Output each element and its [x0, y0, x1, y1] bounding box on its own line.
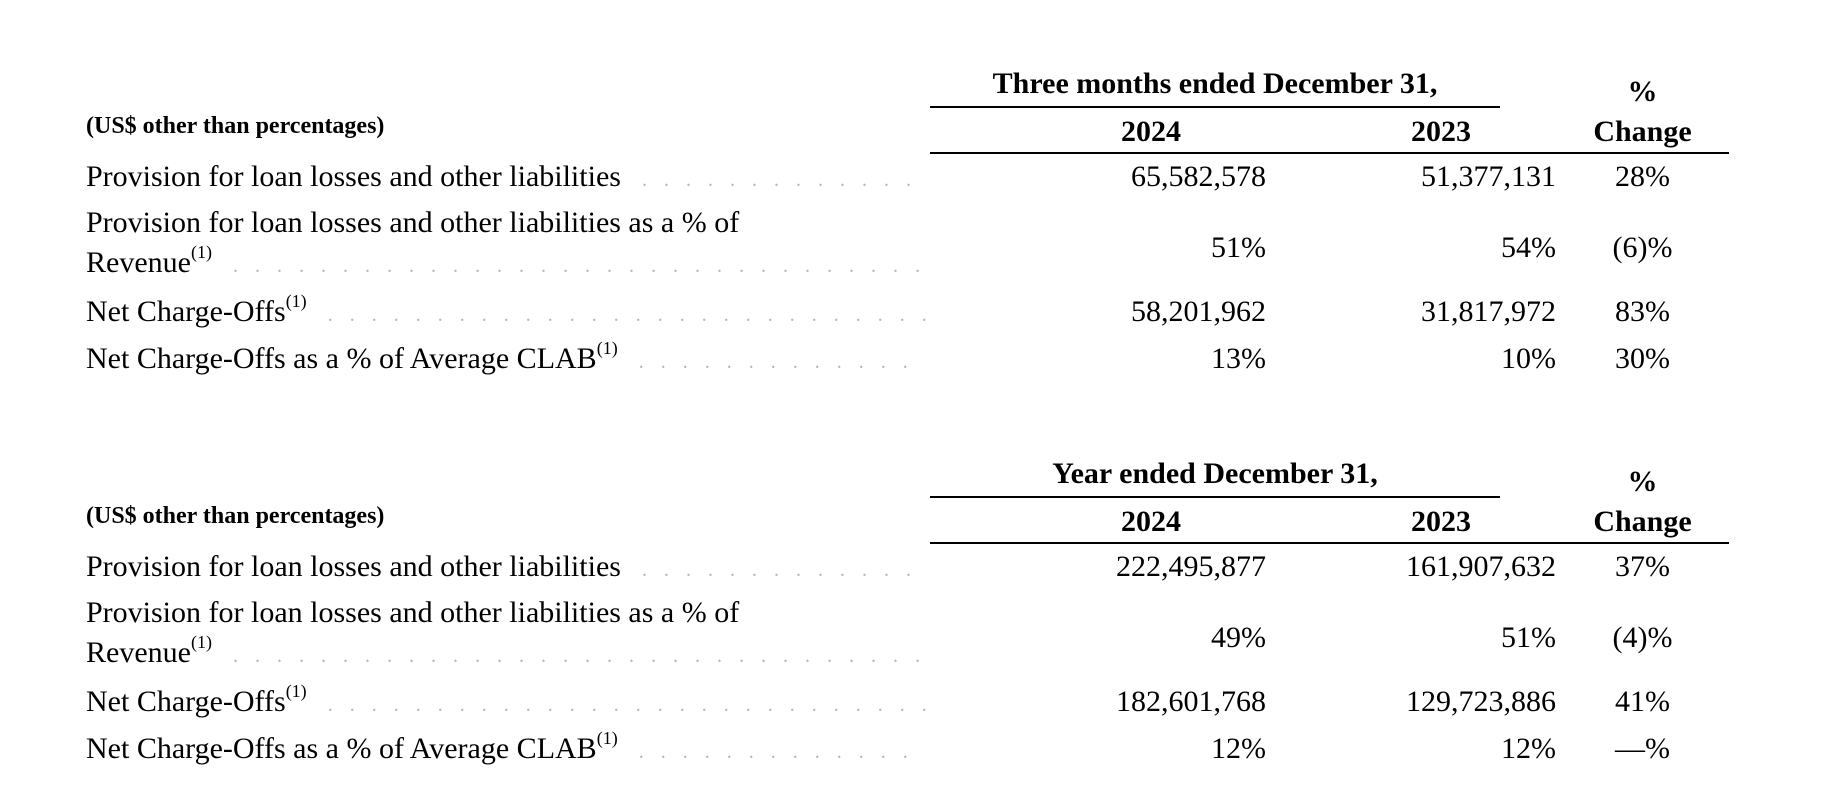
table-row: Net Charge-Offs(1) 182,601,768 129,723,8…: [86, 679, 1729, 726]
row-label: Provision for loan losses and other liab…: [86, 157, 926, 200]
table-header: Year ended December 31, % (US$ other tha…: [86, 454, 1729, 544]
table-row: Provision for loan losses and other liab…: [86, 591, 1729, 679]
footnote-marker: (1): [285, 682, 307, 701]
value-2024: 222,495,877: [1116, 550, 1266, 583]
row-label: Provision for loan losses and other liab…: [86, 547, 926, 590]
footnote-marker: (1): [596, 729, 618, 748]
footnote-marker: (1): [190, 243, 212, 262]
change-header-top: %: [1627, 465, 1658, 498]
header-underline: [930, 542, 1729, 544]
period-underline: [930, 496, 1500, 498]
value-2023: 51,377,131: [1421, 160, 1556, 193]
footnote-marker: (1): [596, 339, 618, 358]
percent-change: (6)%: [1612, 231, 1673, 264]
period-title: Year ended December 31,: [1052, 457, 1378, 490]
year-column-2024: 2024: [1121, 115, 1181, 148]
table-row: Net Charge-Offs(1) 58,201,962 31,817,972…: [86, 289, 1729, 336]
row-label: Net Charge-Offs(1): [86, 682, 926, 725]
value-2023: 10%: [1501, 342, 1556, 375]
period-underline: [930, 106, 1500, 108]
value-2023: 31,817,972: [1421, 295, 1556, 328]
value-2024: 12%: [1211, 732, 1266, 765]
year-column-2024: 2024: [1121, 505, 1181, 538]
row-label: Provision for loan losses and other liab…: [86, 203, 926, 286]
three-months-table: Three months ended December 31, % (US$ o…: [86, 64, 1729, 383]
row-label: Provision for loan losses and other liab…: [86, 593, 926, 676]
header-underline: [930, 152, 1729, 154]
table-header: Three months ended December 31, % (US$ o…: [86, 64, 1729, 154]
percent-change: —%: [1615, 732, 1670, 765]
table-row: Provision for loan losses and other liab…: [86, 154, 1729, 201]
units-label: (US$ other than percentages): [86, 503, 385, 529]
year-ended-table: Year ended December 31, % (US$ other tha…: [86, 454, 1729, 773]
value-2024: 13%: [1211, 342, 1266, 375]
table-row: Provision for loan losses and other liab…: [86, 201, 1729, 289]
year-column-2023: 2023: [1411, 115, 1471, 148]
percent-change: 83%: [1615, 295, 1670, 328]
row-label: Net Charge-Offs(1): [86, 292, 926, 335]
value-2024: 65,582,578: [1131, 160, 1266, 193]
footnote-marker: (1): [190, 633, 212, 652]
units-label: (US$ other than percentages): [86, 113, 385, 139]
change-header-top: %: [1627, 75, 1658, 108]
percent-change: (4)%: [1612, 621, 1673, 654]
percent-change: 41%: [1615, 685, 1670, 718]
value-2024: 58,201,962: [1131, 295, 1266, 328]
value-2023: 129,723,886: [1406, 685, 1556, 718]
table-row: Net Charge-Offs as a % of Average CLAB(1…: [86, 726, 1729, 773]
row-label: Net Charge-Offs as a % of Average CLAB(1…: [86, 729, 926, 772]
table-row: Provision for loan losses and other liab…: [86, 544, 1729, 591]
change-header-bottom: Change: [1593, 505, 1692, 538]
period-title: Three months ended December 31,: [992, 67, 1438, 100]
value-2024: 49%: [1211, 621, 1266, 654]
value-2024: 51%: [1211, 231, 1266, 264]
value-2023: 161,907,632: [1406, 550, 1556, 583]
value-2024: 182,601,768: [1116, 685, 1266, 718]
value-2023: 51%: [1501, 621, 1556, 654]
percent-change: 30%: [1615, 342, 1670, 375]
value-2023: 12%: [1501, 732, 1556, 765]
year-column-2023: 2023: [1411, 505, 1471, 538]
percent-change: 28%: [1615, 160, 1670, 193]
value-2023: 54%: [1501, 231, 1556, 264]
row-label: Net Charge-Offs as a % of Average CLAB(1…: [86, 339, 926, 382]
percent-change: 37%: [1615, 550, 1670, 583]
change-header-bottom: Change: [1593, 115, 1692, 148]
footnote-marker: (1): [285, 292, 307, 311]
table-row: Net Charge-Offs as a % of Average CLAB(1…: [86, 336, 1729, 383]
